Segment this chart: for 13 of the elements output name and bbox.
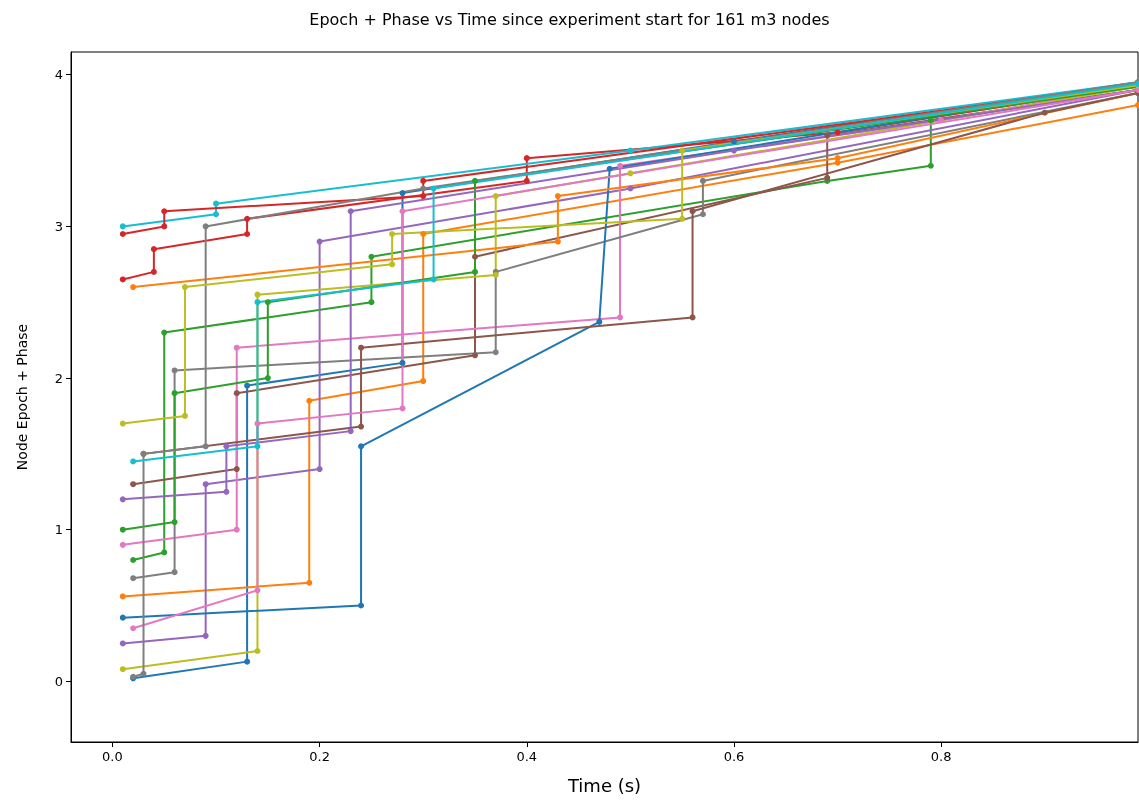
y-tick-label: 2 [54,370,63,386]
x-tick-label: 0.2 [309,749,330,764]
y-tick-label: 1 [54,522,63,538]
x-tick-label: 0.0 [102,749,123,764]
x-axis-title: Time (s) [566,774,642,796]
chart-title: Epoch + Phase vs Time since experiment start for 161 m3 nodes [309,9,830,29]
y-tick-label: 0 [54,673,63,689]
x-tick-label: 0.4 [516,749,538,764]
y-tick-label: 3 [54,218,63,234]
y-tick-label: 4 [54,67,63,83]
x-tick-label: 0.8 [930,749,952,764]
x-tick-label: 0.6 [723,749,745,764]
y-axis-title: Node Epoch + Phase [14,323,30,471]
